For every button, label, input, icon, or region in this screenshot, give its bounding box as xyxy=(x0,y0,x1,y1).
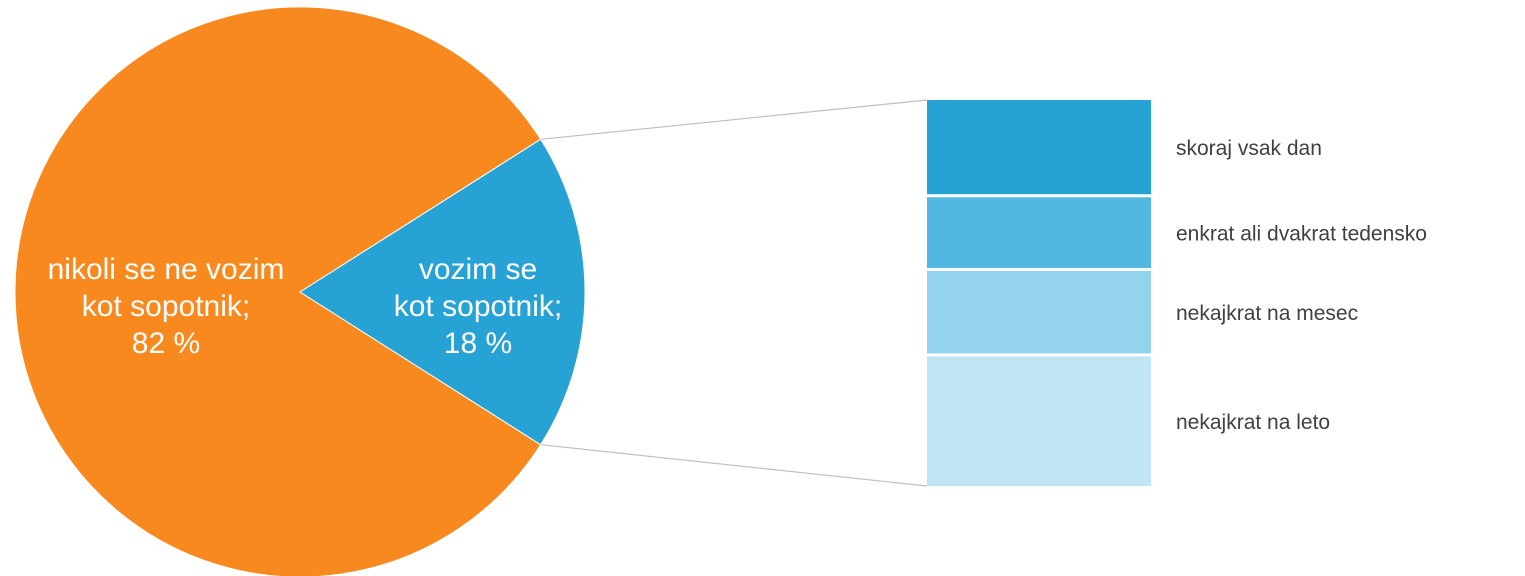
pie-slice xyxy=(299,138,586,446)
pie-labels: nikoli se ne vozim kot sopotnik; 82 % vozim… xyxy=(48,253,563,360)
connector-line xyxy=(540,99,928,140)
legend-label: nekajkrat na leto xyxy=(1176,411,1330,434)
breakdown-segment xyxy=(927,100,1151,195)
pie-label-line: kot sopotnik; xyxy=(394,290,562,323)
pie-slice-label: nikoli se ne vozim kot sopotnik; 82 % xyxy=(48,253,285,360)
legend-label: enkrat ali dvakrat tedensko xyxy=(1176,223,1427,246)
connector-line xyxy=(540,444,928,487)
pie-slice-label: vozim se kot sopotnik; 18 % xyxy=(394,253,562,360)
pie xyxy=(14,6,586,576)
pie-label-line: vozim se xyxy=(419,253,537,286)
pie-label-line: 18 % xyxy=(444,327,512,360)
breakdown-segment xyxy=(927,356,1151,486)
pie-label-line: nikoli se ne vozim xyxy=(48,253,285,286)
pie-label-line: kot sopotnik; xyxy=(82,290,250,323)
legend-label: nekajkrat na mesec xyxy=(1176,302,1358,325)
pie-slice xyxy=(14,6,542,576)
breakdown-segment xyxy=(927,197,1151,268)
breakdown-bar xyxy=(927,100,1151,486)
legend-label: skoraj vsak dan xyxy=(1176,137,1322,160)
breakdown-segment xyxy=(927,270,1151,354)
legend: skoraj vsak dan enkrat ali dvakrat tedens… xyxy=(1176,137,1427,434)
pie-label-line: 82 % xyxy=(132,327,200,360)
connector-lines xyxy=(540,99,928,487)
